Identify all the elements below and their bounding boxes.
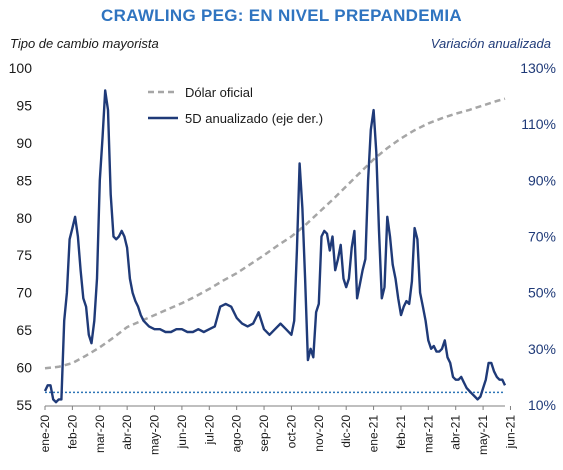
chart-title: CRAWLING PEG: EN NIVEL PREPANDEMIA — [101, 6, 462, 25]
left-y-tick-label: 60 — [16, 360, 32, 376]
right-y-tick-label: 30% — [528, 341, 556, 357]
x-tick-label: ene-20 — [38, 415, 52, 453]
left-axis-title: Tipo de cambio mayorista — [10, 36, 159, 51]
x-tick-label: dic-20 — [339, 415, 353, 448]
right-y-tick-label: 130% — [520, 60, 556, 76]
left-y-tick-label: 55 — [16, 397, 32, 413]
x-tick-label: jun-21 — [503, 415, 517, 450]
left-y-tick-label: 95 — [16, 97, 32, 113]
x-tick-label: abr-20 — [120, 415, 134, 450]
right-y-tick-label: 90% — [528, 172, 556, 188]
series-lines — [43, 89, 507, 404]
right-y-tick-label: 10% — [528, 397, 556, 413]
x-tick-label: sep-20 — [257, 415, 271, 452]
left-y-tick-label: 75 — [16, 247, 32, 263]
legend-label: 5D anualizado (eje der.) — [185, 111, 323, 126]
right-axis-title: Variación anualizada — [430, 36, 551, 51]
left-y-tick-label: 100 — [9, 60, 33, 76]
x-tick-label: may-21 — [476, 415, 490, 455]
legend: Dólar oficial 5D anualizado (eje der.) — [148, 85, 323, 126]
left-y-tick-label: 80 — [16, 210, 32, 226]
left-y-tick-label: 70 — [16, 285, 32, 301]
axes: 55 60 65 70 75 80 85 90 95 100 10% 30% 50% 70% 90% 110%… — [9, 60, 556, 455]
x-tick-label: oct-20 — [284, 415, 298, 449]
x-tick-label: mar-21 — [421, 415, 435, 453]
series-line-dolar-oficial — [44, 97, 506, 370]
x-tick-label: jun-20 — [175, 415, 189, 450]
left-y-tick-label: 90 — [16, 135, 32, 151]
x-tick-label: ene-21 — [367, 415, 381, 453]
x-tick-label: mar-20 — [93, 415, 107, 453]
x-tick-label: feb-21 — [394, 415, 408, 449]
right-y-tick-label: 50% — [528, 285, 556, 301]
left-y-tick-label: 85 — [16, 172, 32, 188]
x-tick-label: feb-20 — [65, 415, 79, 449]
x-tick-label: jul-20 — [202, 415, 216, 446]
x-tick-label: ago-20 — [230, 415, 244, 453]
legend-label: Dólar oficial — [185, 85, 253, 100]
series-line-5d-anualizado — [43, 89, 507, 404]
left-y-tick-label: 65 — [16, 322, 32, 338]
right-y-tick-label: 110% — [521, 116, 556, 132]
x-tick-label: may-20 — [148, 415, 162, 455]
right-y-tick-label: 70% — [528, 229, 556, 245]
x-tick-label: abr-21 — [449, 415, 463, 450]
x-tick-label: nov-20 — [312, 415, 326, 452]
